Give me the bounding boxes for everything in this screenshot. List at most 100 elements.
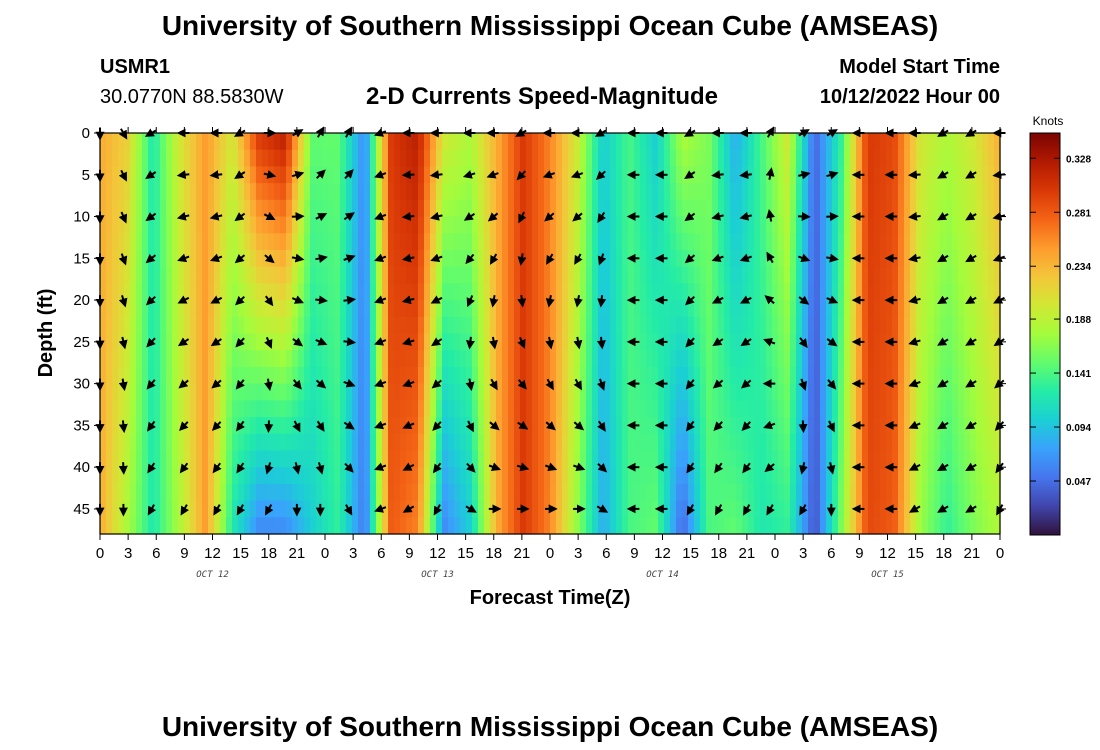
heatmap-cell (424, 400, 431, 418)
current-arrow (908, 378, 921, 388)
heatmap-cell (328, 350, 335, 368)
heatmap-cell (142, 383, 149, 401)
heatmap-cell (172, 383, 179, 401)
heatmap-cell (628, 383, 635, 401)
heatmap-cell (274, 483, 281, 502)
heatmap-cell (286, 417, 293, 435)
heatmap-cell (316, 517, 323, 535)
heatmap-cell (418, 183, 425, 201)
heatmap-cell (406, 283, 413, 301)
heatmap-cell (766, 133, 773, 151)
heatmap-cell (124, 517, 131, 535)
heatmap-cell (736, 183, 743, 201)
heatmap-cell (184, 133, 191, 151)
heatmap-cell (412, 433, 419, 452)
heatmap-cell (550, 183, 557, 201)
heatmap-cell (370, 383, 377, 401)
heatmap-cell (466, 316, 473, 335)
heatmap-cell (886, 433, 893, 452)
heatmap-cell (502, 433, 509, 452)
heatmap-cell (388, 183, 395, 201)
heatmap-cell (424, 283, 431, 301)
heatmap-cell (472, 483, 479, 502)
current-arrow (798, 211, 811, 221)
heatmap-cell (808, 133, 815, 151)
heatmap-cell (814, 433, 821, 452)
heatmap-cell (436, 183, 443, 201)
heatmap-cell (676, 350, 683, 368)
heatmap-cell (484, 450, 491, 468)
heatmap-cell (502, 149, 509, 168)
heatmap-cell (382, 433, 389, 452)
heatmap-cell (478, 216, 485, 234)
heatmap-cell (850, 133, 857, 151)
heatmap-cell (718, 199, 725, 218)
heatmap-cell (844, 450, 851, 468)
heatmap-cell (634, 350, 641, 368)
heatmap-cell (100, 467, 107, 485)
heatmap-cell (298, 133, 305, 151)
heatmap-cell (802, 517, 809, 535)
heatmap-cell (502, 249, 509, 268)
heatmap-cell (160, 333, 167, 351)
heatmap-cell (580, 133, 587, 151)
current-arrow (316, 169, 326, 179)
heatmap-cell (592, 316, 599, 335)
heatmap-cell (826, 383, 833, 401)
heatmap-cell (136, 483, 143, 502)
heatmap-cell (616, 316, 623, 335)
heatmap-cell (208, 233, 215, 251)
heatmap-cell (106, 483, 113, 502)
heatmap-cell (190, 366, 197, 385)
heatmap-cell (364, 500, 371, 518)
heatmap-cell (298, 300, 305, 318)
heatmap-cell (292, 350, 299, 368)
heatmap-cell (136, 233, 143, 251)
heatmap-cell (922, 266, 929, 284)
heatmap-cell (142, 316, 149, 335)
heatmap-cell (280, 417, 287, 435)
heatmap-cell (430, 400, 437, 418)
current-arrow (401, 295, 415, 305)
heatmap-cell (532, 133, 539, 151)
heatmap-cell (970, 467, 977, 485)
heatmap-cell (424, 500, 431, 518)
current-arrow (714, 462, 724, 474)
heatmap-cell (328, 517, 335, 535)
heatmap-cell (922, 350, 929, 368)
heatmap-cell (400, 350, 407, 368)
x-tick-label: 0 (321, 545, 329, 562)
heatmap-cell (880, 400, 887, 418)
heatmap-cell (964, 316, 971, 335)
heatmap-cell (598, 350, 605, 368)
heatmap-cell (148, 233, 155, 251)
heatmap-cell (964, 199, 971, 218)
heatmap-cell (652, 266, 659, 284)
heatmap-cell (550, 483, 557, 502)
heatmap-cell (424, 350, 431, 368)
colorbar-tick-label: 0.094 (1066, 423, 1091, 434)
heatmap-cell (412, 233, 419, 251)
heatmap-cell (976, 417, 983, 435)
heatmap-cell (256, 350, 263, 368)
heatmap-cell (556, 383, 563, 401)
heatmap-cell (982, 316, 989, 335)
heatmap-cell (796, 133, 803, 151)
heatmap-cell (802, 283, 809, 301)
heatmap-cell (274, 216, 281, 234)
heatmap-cell (388, 149, 395, 168)
heatmap-cell (556, 300, 563, 318)
heatmap-cell (136, 350, 143, 368)
heatmap-cell (640, 433, 647, 452)
heatmap-cell (526, 483, 533, 502)
heatmap-cell (766, 433, 773, 452)
current-arrow (597, 211, 607, 223)
heatmap-cell (772, 383, 779, 401)
x-tick-label: 18 (260, 545, 277, 562)
heatmap-cell (646, 417, 653, 435)
heatmap-cell (856, 183, 863, 201)
heatmap-cell (868, 300, 875, 318)
heatmap-cell (676, 333, 683, 351)
heatmap-cell (706, 433, 713, 452)
heatmap-cell (598, 233, 605, 251)
